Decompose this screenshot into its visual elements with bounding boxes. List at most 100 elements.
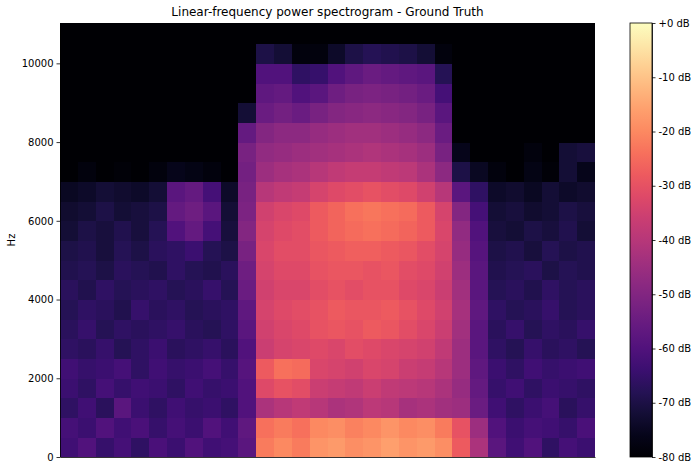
heatmap-cell bbox=[149, 378, 167, 398]
heatmap-cell bbox=[221, 181, 239, 201]
heatmap-cell bbox=[60, 181, 78, 201]
heatmap-cell bbox=[292, 103, 310, 123]
chart-svg: 0200040006000800010000Linear-frequency p… bbox=[0, 0, 697, 471]
heatmap-cell bbox=[114, 240, 132, 260]
heatmap-cell bbox=[274, 418, 292, 438]
heatmap-cell bbox=[78, 103, 96, 123]
y-axis-line bbox=[60, 24, 61, 458]
heatmap-cell bbox=[185, 103, 203, 123]
heatmap-cell bbox=[328, 63, 346, 83]
heatmap-cell bbox=[417, 63, 435, 83]
heatmap-cell bbox=[96, 201, 114, 221]
heatmap-cell bbox=[185, 122, 203, 142]
heatmap-cell bbox=[114, 83, 132, 103]
heatmap-cell bbox=[221, 418, 239, 438]
heatmap-cell bbox=[435, 201, 453, 221]
heatmap-cell bbox=[131, 378, 149, 398]
heatmap-cell bbox=[203, 300, 221, 320]
heatmap-cell bbox=[417, 162, 435, 182]
heatmap-cell bbox=[506, 44, 524, 64]
heatmap-cell bbox=[167, 300, 185, 320]
heatmap-cell bbox=[310, 221, 328, 241]
heatmap-cell bbox=[131, 221, 149, 241]
heatmap-cell bbox=[435, 103, 453, 123]
heatmap-cell bbox=[470, 418, 488, 438]
heatmap-cell bbox=[238, 181, 256, 201]
heatmap-cell bbox=[292, 24, 310, 44]
heatmap-cell bbox=[488, 378, 506, 398]
heatmap-cell bbox=[221, 103, 239, 123]
heatmap-cell bbox=[131, 44, 149, 64]
heatmap-cell bbox=[542, 378, 560, 398]
heatmap-cell bbox=[131, 418, 149, 438]
heatmap-cell bbox=[524, 103, 542, 123]
heatmap-cell bbox=[577, 300, 595, 320]
heatmap-cell bbox=[203, 398, 221, 418]
heatmap-cell bbox=[345, 240, 363, 260]
heatmap-cell bbox=[506, 260, 524, 280]
heatmap-cell bbox=[488, 398, 506, 418]
heatmap-cell bbox=[185, 260, 203, 280]
heatmap-cell bbox=[96, 44, 114, 64]
heatmap-cell bbox=[60, 201, 78, 221]
heatmap-cell bbox=[399, 142, 417, 162]
heatmap-cell bbox=[78, 63, 96, 83]
heatmap-cell bbox=[542, 162, 560, 182]
heatmap-cell bbox=[488, 437, 506, 457]
heatmap-cell bbox=[452, 44, 470, 64]
heatmap-cell bbox=[381, 181, 399, 201]
heatmap-cell bbox=[577, 260, 595, 280]
heatmap-cell bbox=[559, 103, 577, 123]
heatmap-cell bbox=[310, 122, 328, 142]
heatmap-cell bbox=[542, 418, 560, 438]
heatmap-cell bbox=[524, 300, 542, 320]
heatmap-cell bbox=[96, 221, 114, 241]
heatmap-cell bbox=[559, 24, 577, 44]
heatmap-cell bbox=[417, 24, 435, 44]
heatmap-cell bbox=[399, 240, 417, 260]
heatmap-cell bbox=[221, 83, 239, 103]
heatmap-cell bbox=[435, 122, 453, 142]
heatmap-cell bbox=[399, 83, 417, 103]
heatmap-cell bbox=[203, 240, 221, 260]
heatmap-cell bbox=[149, 44, 167, 64]
heatmap-cell bbox=[506, 63, 524, 83]
heatmap-cell bbox=[506, 437, 524, 457]
heatmap-cell bbox=[203, 63, 221, 83]
heatmap-cell bbox=[274, 359, 292, 379]
heatmap-cell bbox=[114, 378, 132, 398]
heatmap-cell bbox=[470, 437, 488, 457]
heatmap-cell bbox=[559, 319, 577, 339]
heatmap-cell bbox=[417, 240, 435, 260]
heatmap-cell bbox=[203, 103, 221, 123]
heatmap-cell bbox=[238, 398, 256, 418]
heatmap-cell bbox=[292, 260, 310, 280]
heatmap-cell bbox=[470, 221, 488, 241]
heatmap-cell bbox=[363, 63, 381, 83]
heatmap-cell bbox=[310, 418, 328, 438]
heatmap-cell bbox=[149, 319, 167, 339]
heatmap-cell bbox=[256, 221, 274, 241]
heatmap-cell bbox=[399, 339, 417, 359]
heatmap-cell bbox=[524, 240, 542, 260]
chart-title: Linear-frequency power spectrogram - Gro… bbox=[171, 5, 483, 19]
heatmap-cell bbox=[114, 44, 132, 64]
heatmap-cell bbox=[114, 162, 132, 182]
heatmap-cell bbox=[310, 83, 328, 103]
heatmap-cell bbox=[310, 201, 328, 221]
heatmap-cell bbox=[363, 201, 381, 221]
heatmap-cell bbox=[363, 83, 381, 103]
heatmap-cell bbox=[381, 437, 399, 457]
heatmap-cell bbox=[310, 339, 328, 359]
heatmap-cell bbox=[185, 359, 203, 379]
heatmap-cell bbox=[310, 260, 328, 280]
heatmap-cell bbox=[60, 280, 78, 300]
heatmap-cell bbox=[345, 162, 363, 182]
heatmap-cell bbox=[185, 162, 203, 182]
heatmap-cell bbox=[577, 398, 595, 418]
heatmap-cell bbox=[452, 300, 470, 320]
heatmap-cell bbox=[399, 122, 417, 142]
heatmap-cell bbox=[149, 260, 167, 280]
heatmap-cell bbox=[363, 122, 381, 142]
heatmap-cell bbox=[328, 378, 346, 398]
